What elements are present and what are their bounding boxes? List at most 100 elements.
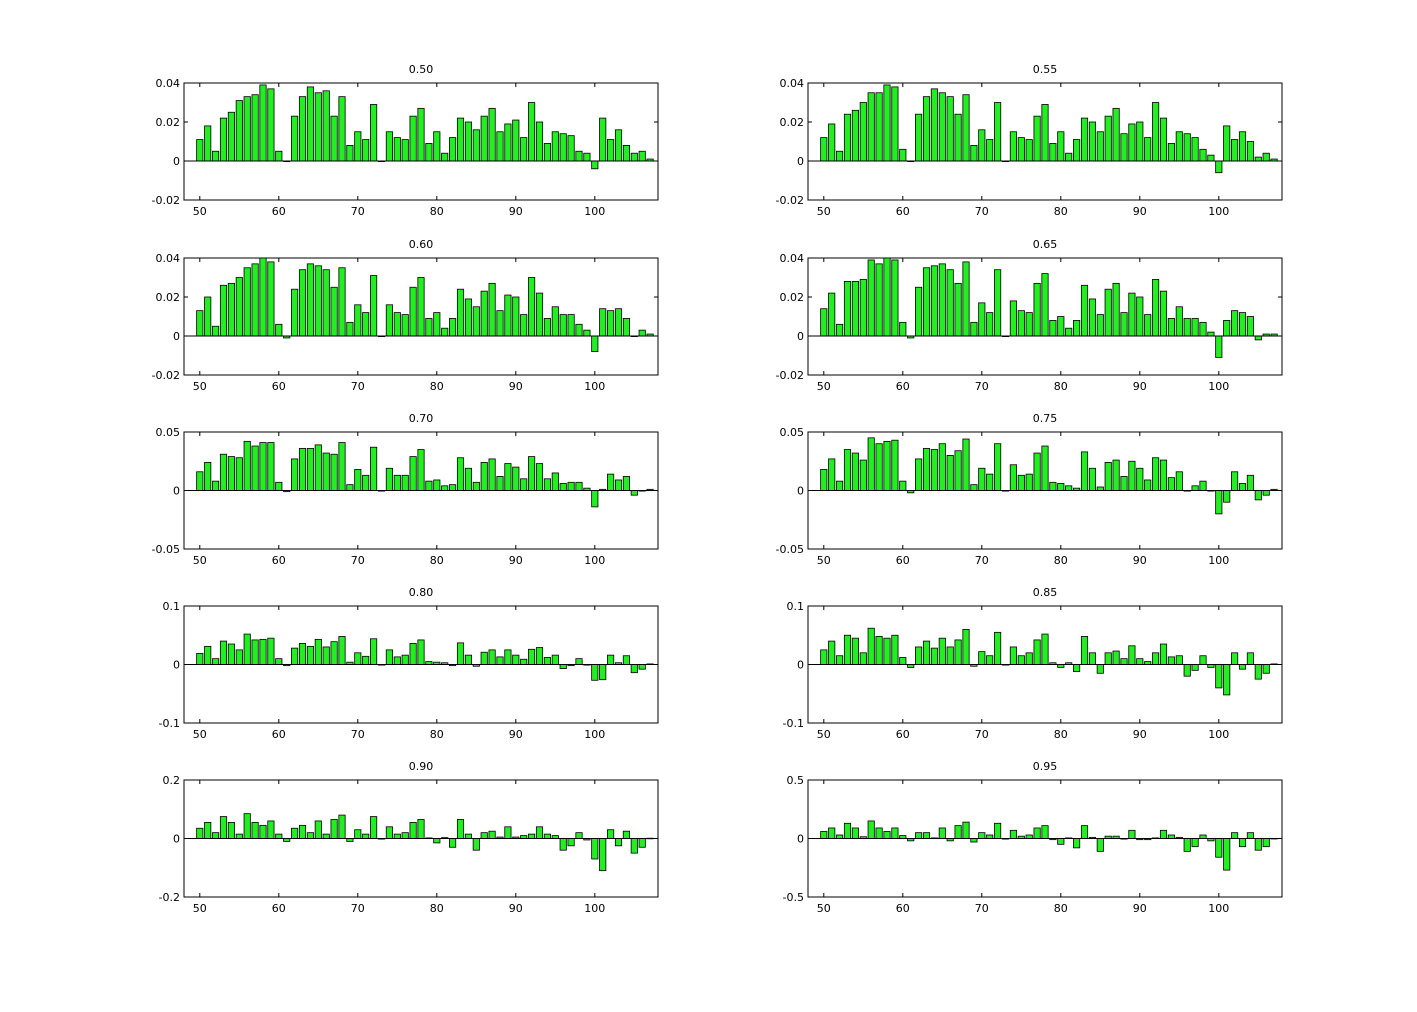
bar [504,826,512,839]
bar [954,450,962,491]
bar [267,261,275,337]
y-tick-label: -0.2 [159,891,180,904]
bar [393,656,401,665]
bar [441,327,449,337]
bar [1033,115,1041,162]
bar [938,637,946,665]
bar [409,822,417,839]
bar [1183,664,1191,677]
bar [883,257,891,337]
subplot-0.95: 0.95 50 60 70 80 90 100 -0.5 0 0.5 [783,760,1283,915]
bar [1215,838,1223,858]
x-tick-label: 100 [584,554,605,567]
x-tick-label: 60 [272,205,286,218]
x-tick-label: 80 [1054,902,1068,915]
y-tick-label: -0.1 [159,717,180,730]
y-tick-label: -0.05 [776,543,804,556]
bar [251,639,259,665]
bar [449,137,457,162]
bar [970,144,978,162]
y-tick-label: 0.02 [156,116,181,129]
bar [291,458,299,491]
bar [1183,318,1191,337]
x-tick-label: 90 [509,902,523,915]
bar [464,467,472,491]
bar [622,318,630,337]
bar [291,288,299,337]
x-tick-label: 70 [351,728,365,741]
bar [370,638,378,665]
bar [346,144,354,162]
bar [1136,121,1144,162]
y-tick-label: 0.04 [780,252,805,265]
x-tick-label: 80 [1054,380,1068,393]
bar [227,111,235,162]
bar [1175,306,1183,337]
bar [899,148,907,162]
bar [867,92,875,162]
bar [1136,296,1144,337]
bar [1159,459,1168,491]
bar [1167,143,1175,162]
x-tick-label: 70 [351,205,365,218]
bar [322,269,330,337]
subplot-title: 0.60 [409,238,434,251]
bar [836,150,844,162]
bar [275,150,283,162]
bar [227,456,235,491]
bar [1262,838,1270,848]
bar [1033,639,1041,665]
bar [1120,658,1128,665]
x-tick-label: 70 [351,380,365,393]
bar [883,84,891,162]
bar [614,129,623,162]
bar [433,838,441,844]
bar [520,137,528,162]
bar [1049,143,1057,162]
bar [291,115,299,162]
bar [978,129,986,162]
bar [401,654,409,665]
bar [528,456,536,491]
x-tick-label: 100 [1208,205,1229,218]
bar [480,651,488,665]
bar [306,832,314,839]
bar [1215,335,1223,358]
bar [251,822,259,839]
bar [1159,117,1168,162]
bar [409,456,417,491]
bar [1167,834,1175,839]
bar [520,478,528,491]
x-tick-label: 80 [430,205,444,218]
bar [867,820,875,839]
bar [472,481,480,491]
bar [1096,838,1104,852]
bar [567,314,575,337]
bar [338,636,346,665]
bar [1231,832,1239,839]
bar [638,150,646,162]
bar [338,814,346,839]
bar [599,308,607,337]
bar [1112,107,1120,162]
bar [1049,319,1057,337]
bar [1175,471,1183,491]
bar [1088,298,1096,337]
bar [480,462,488,491]
subplot-0.80: 0.80 50 60 70 80 90 100 -0.1 0 0.1 [159,586,659,741]
bar [1199,148,1207,162]
bar [1223,664,1231,696]
bar [1049,481,1057,491]
bar [196,471,204,491]
x-tick-label: 100 [584,728,605,741]
bar [1246,474,1254,491]
bar [496,310,504,337]
bar [851,280,859,337]
bar [599,838,607,872]
bar [370,446,378,491]
bar [1041,273,1049,337]
bar [251,94,259,162]
bar [464,654,472,665]
bar [322,452,330,491]
